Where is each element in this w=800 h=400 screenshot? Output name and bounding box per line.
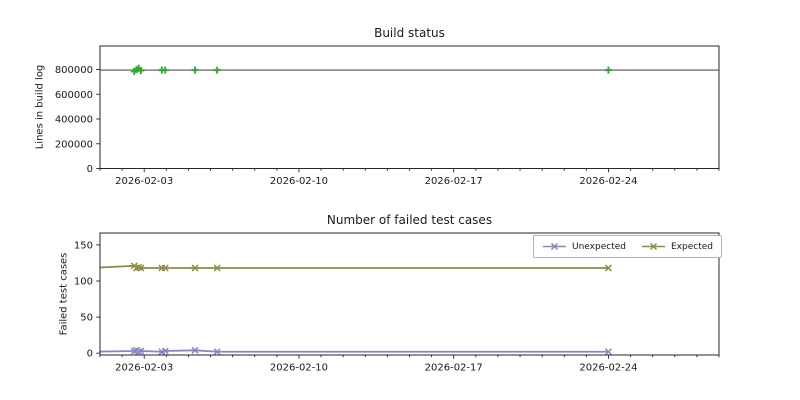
data-marker	[161, 66, 169, 74]
legend-entry-expected: Expected	[641, 241, 713, 252]
legend-label-unexpected: Unexpected	[572, 241, 626, 252]
data-marker	[213, 66, 221, 74]
data-marker	[213, 264, 221, 272]
y-tick-label: 200000	[55, 139, 93, 150]
x-tick-label: 2026-02-10	[270, 363, 328, 374]
data-marker	[135, 348, 143, 355]
y-tick-label: 400000	[55, 115, 93, 126]
chart-area-1: 2026-02-03 2026-02-10 2026-02-17 2026-02-24…	[74, 232, 720, 374]
series-expected	[86, 262, 612, 272]
x-tick-label: 2026-02-03	[115, 363, 173, 374]
y-tick-label: 100	[74, 277, 93, 288]
data-marker	[161, 264, 169, 272]
series-builds	[130, 64, 612, 75]
chart-title-failed-tests: Number of failed test cases	[326, 213, 493, 227]
data-marker	[137, 347, 145, 355]
data-marker	[604, 348, 612, 355]
x-tick-label: 2026-02-24	[579, 363, 637, 374]
series-unexpected	[100, 346, 612, 355]
data-marker	[137, 67, 145, 74]
x-tick-label: 2026-02-17	[425, 363, 483, 374]
data-marker	[191, 264, 199, 272]
data-marker	[604, 264, 612, 272]
data-marker	[191, 346, 199, 354]
axis-ticks	[96, 69, 720, 173]
series-line	[100, 349, 609, 353]
chart-area-0: 2026-02-03 2026-02-10 2026-02-17 2026-02-24…	[55, 45, 720, 187]
legend-entry-unexpected: Unexpected	[542, 241, 626, 252]
x-tick-label: 2026-02-17	[425, 176, 483, 187]
y-tick-label: 800000	[55, 65, 93, 76]
data-marker	[604, 66, 612, 74]
y-axis-label-build-log: Lines in build log	[34, 64, 46, 150]
expected-line-swatch-icon	[641, 242, 665, 251]
legend-label-expected: Expected	[670, 241, 713, 252]
x-tick-label: 2026-02-24	[579, 176, 637, 187]
y-tick-label: 0	[87, 349, 93, 360]
chart-title-build-status: Build status	[374, 26, 445, 40]
y-tick-label: 600000	[55, 90, 93, 101]
data-marker	[137, 264, 145, 272]
data-marker	[135, 263, 143, 271]
y-axis-label-failed-tests: Failed test cases	[58, 252, 70, 336]
x-tick-label: 2026-02-10	[270, 176, 328, 187]
unexpected-line-swatch-icon	[543, 242, 566, 251]
plot-frame	[99, 45, 720, 169]
legend: Unexpected Expected	[533, 235, 722, 258]
plot-frame	[99, 232, 720, 356]
data-marker	[191, 66, 199, 74]
axis-ticks	[96, 244, 720, 359]
y-tick-label: 50	[80, 313, 93, 324]
data-marker	[213, 348, 221, 355]
x-tick-label: 2026-02-03	[115, 176, 173, 187]
data-marker	[86, 265, 92, 271]
data-marker	[161, 347, 169, 355]
y-tick-label: 0	[87, 164, 93, 175]
y-tick-label: 150	[74, 240, 93, 251]
